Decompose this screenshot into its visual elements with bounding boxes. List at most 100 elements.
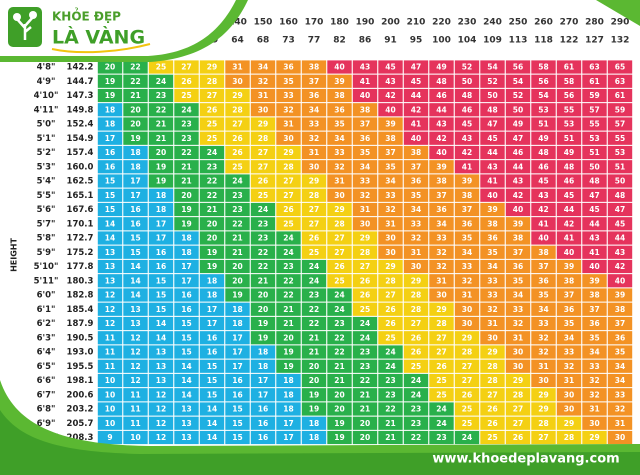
bmi-value: 34 (411, 205, 421, 214)
bmi-value: 24 (411, 376, 421, 385)
bmi-cell (148, 74, 174, 88)
bmi-cell (250, 117, 276, 131)
height-cm: 180.3 (67, 276, 94, 286)
bmi-value: 36 (309, 91, 319, 100)
bmi-cell (250, 160, 276, 174)
bmi-value: 59 (615, 105, 625, 114)
bmi-cell (352, 331, 378, 345)
bmi-value: 31 (411, 248, 421, 257)
bmi-cell (531, 231, 556, 245)
weight-lbs: 170 (305, 18, 324, 28)
bmi-cell (531, 430, 556, 445)
bmi-cell (403, 331, 429, 345)
bmi-value: 33 (334, 148, 344, 157)
bmi-cell (250, 359, 276, 373)
bmi-value: 41 (487, 177, 497, 186)
bmi-value: 29 (385, 262, 395, 271)
bmi-value: 46 (462, 105, 472, 114)
bmi-value: 47 (513, 134, 523, 143)
bmi-cell (429, 288, 454, 302)
bmi-cell (403, 117, 429, 131)
bmi-value: 32 (513, 319, 523, 328)
bmi-value: 50 (615, 177, 625, 186)
bmi-cell (556, 74, 582, 88)
bmi-cell (327, 388, 352, 402)
bmi-value: 39 (589, 276, 599, 285)
bmi-value: 25 (385, 333, 395, 342)
bmi-cell (174, 174, 199, 188)
bmi-value: 22 (309, 319, 319, 328)
bmi-cell (352, 202, 378, 217)
bmi-cell (327, 402, 352, 416)
bmi-value: 17 (258, 390, 268, 399)
bmi-cell (97, 402, 123, 416)
bmi-cell (352, 188, 378, 202)
bmi-value: 32 (615, 405, 625, 414)
height-ft: 6'3" (37, 333, 56, 343)
bmi-cell (301, 74, 327, 88)
bmi-value: 18 (283, 405, 293, 414)
bmi-value: 27 (513, 405, 523, 414)
bmi-value: 30 (615, 433, 625, 442)
bmi-value: 55 (615, 134, 625, 143)
bmi-value: 12 (105, 291, 115, 300)
bmi-cell (556, 274, 582, 288)
bmi-value: 28 (385, 276, 395, 285)
bmi-cell (403, 402, 429, 416)
bmi-value: 12 (130, 362, 140, 371)
bmi-value: 18 (309, 419, 319, 428)
bmi-cell (199, 60, 225, 74)
bmi-value: 16 (130, 219, 140, 228)
bmi-cell (250, 217, 276, 231)
bmi-value: 17 (181, 276, 191, 285)
bmi-value: 37 (436, 191, 446, 200)
bmi-cell (148, 345, 174, 359)
bmi-value: 19 (334, 433, 344, 442)
bmi-value: 45 (564, 191, 574, 200)
bmi-value: 18 (232, 305, 242, 314)
bmi-value: 16 (232, 390, 242, 399)
bmi-cell (148, 430, 174, 445)
bmi-cell (97, 430, 123, 445)
bmi-cell (505, 373, 531, 388)
bmi-value: 39 (385, 120, 395, 129)
bmi-cell (174, 302, 199, 316)
bmi-value: 65 (615, 63, 625, 72)
bmi-cell (480, 274, 505, 288)
bmi-value: 30 (513, 362, 523, 371)
bmi-cell (199, 274, 225, 288)
bmi-cell (276, 174, 301, 188)
weight-lbs: 210 (407, 18, 426, 28)
bmi-value: 17 (283, 419, 293, 428)
bmi-cell (199, 302, 225, 316)
bmi-cell (301, 274, 327, 288)
bmi-cell (378, 117, 403, 131)
bmi-cell (174, 430, 199, 445)
bmi-value: 27 (232, 120, 242, 129)
bmi-cell (174, 60, 199, 74)
height-ft: 6'4" (37, 348, 56, 358)
bmi-value: 38 (615, 305, 625, 314)
bmi-cell (352, 217, 378, 231)
bmi-cell (505, 174, 531, 188)
logo-swoosh (51, 43, 151, 54)
bmi-value: 26 (385, 319, 395, 328)
bmi-value: 19 (181, 205, 191, 214)
bmi-value: 31 (487, 319, 497, 328)
bmi-value: 32 (564, 362, 574, 371)
bmi-value: 21 (181, 177, 191, 186)
height-cm: 195.5 (67, 362, 94, 372)
bmi-value: 29 (487, 348, 497, 357)
height-ft: 6'9" (37, 419, 56, 429)
bmi-value: 27 (411, 319, 421, 328)
bmi-cell (148, 359, 174, 373)
bmi-cell (480, 288, 505, 302)
bmi-value: 44 (615, 234, 625, 243)
bmi-cell (250, 373, 276, 388)
bmi-value: 29 (207, 63, 217, 72)
bmi-cell (225, 117, 250, 131)
bmi-cell (403, 345, 429, 359)
bmi-value: 15 (105, 177, 115, 186)
bmi-cell (225, 174, 250, 188)
bmi-cell (403, 373, 429, 388)
